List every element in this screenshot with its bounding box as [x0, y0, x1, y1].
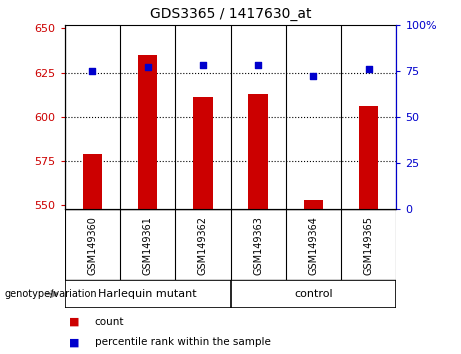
Text: count: count: [95, 317, 124, 327]
Bar: [248, 94, 268, 209]
Point: [310, 74, 317, 79]
Text: control: control: [294, 289, 333, 299]
Text: genotype/variation: genotype/variation: [5, 289, 97, 299]
Bar: [193, 97, 213, 209]
Point: [144, 64, 151, 70]
Text: GSM149363: GSM149363: [253, 216, 263, 275]
Text: GSM149362: GSM149362: [198, 216, 208, 275]
Text: GSM149364: GSM149364: [308, 216, 319, 275]
Bar: [138, 55, 157, 209]
Text: percentile rank within the sample: percentile rank within the sample: [95, 337, 271, 348]
Text: GSM149360: GSM149360: [87, 216, 97, 275]
Text: ■: ■: [69, 337, 80, 348]
Point: [365, 66, 372, 72]
Text: ■: ■: [69, 317, 80, 327]
Title: GDS3365 / 1417630_at: GDS3365 / 1417630_at: [150, 7, 311, 21]
Text: GSM149365: GSM149365: [364, 216, 374, 275]
Bar: [304, 200, 323, 209]
Point: [89, 68, 96, 74]
Text: Harlequin mutant: Harlequin mutant: [98, 289, 197, 299]
Point: [199, 62, 207, 68]
Bar: [359, 106, 378, 209]
Point: [254, 62, 262, 68]
Bar: [83, 154, 102, 209]
Text: GSM149361: GSM149361: [142, 216, 153, 275]
